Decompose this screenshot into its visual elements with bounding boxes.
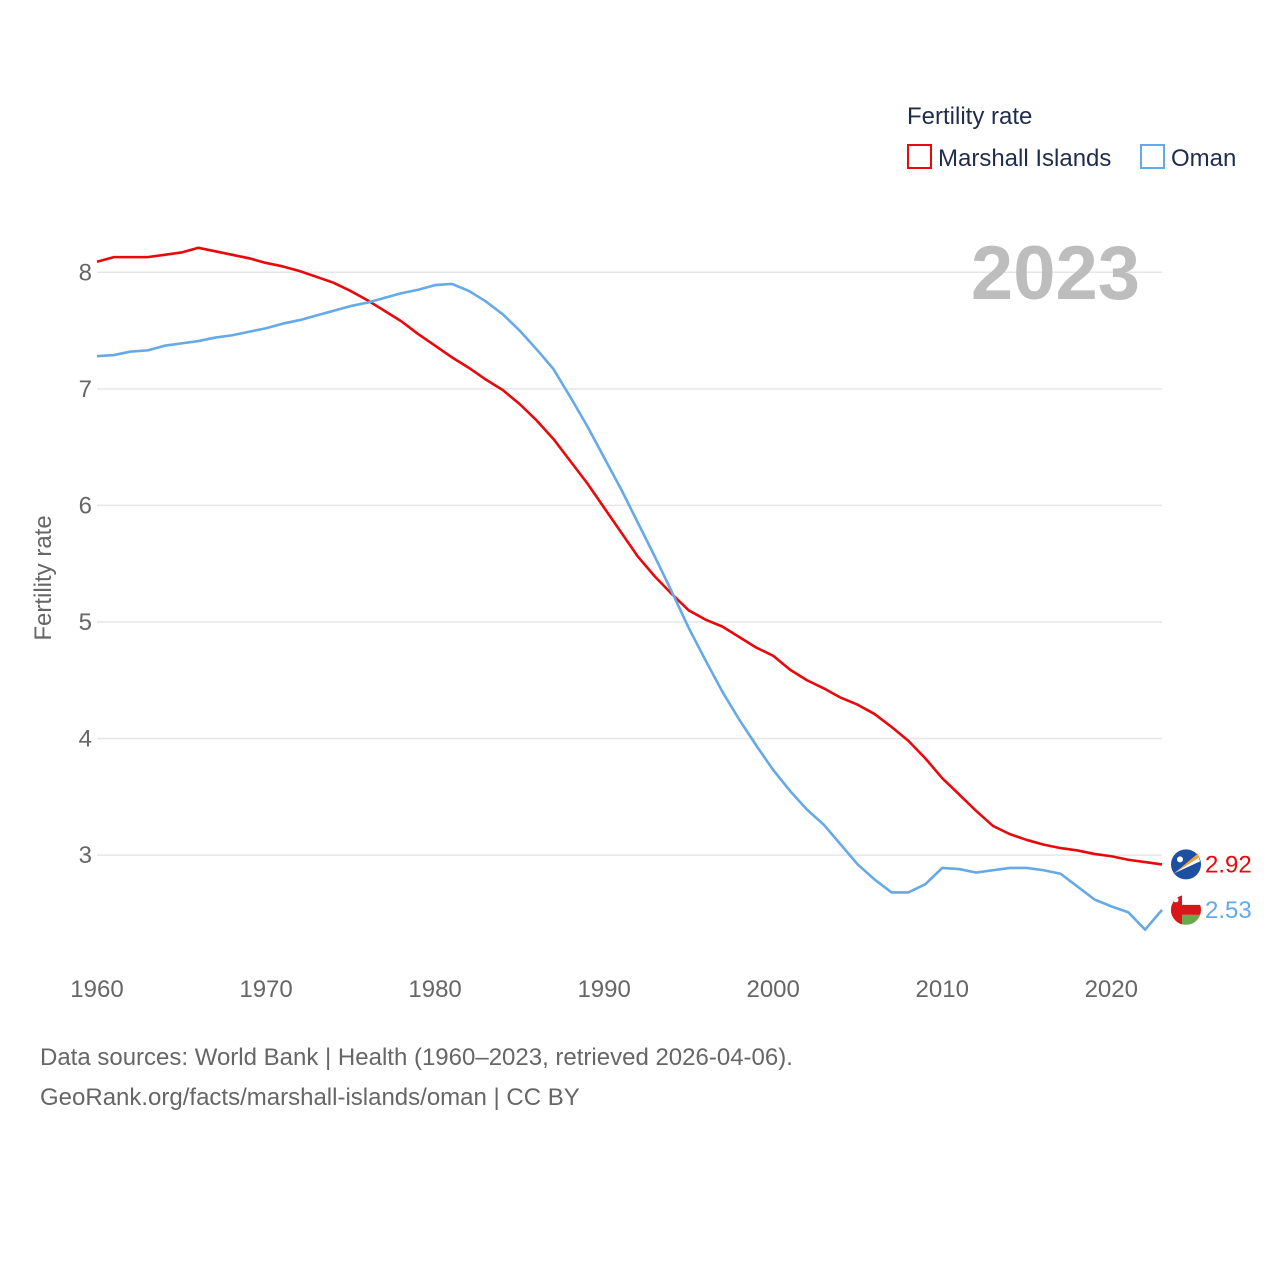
x-axis-ticks: 1960 1970 1980 1990 2000 2010 2020 <box>70 976 1138 1003</box>
y-tick-label: 7 <box>79 376 92 403</box>
end-value-label-oman: 2.53 <box>1205 897 1252 924</box>
legend-swatch-marshall-islands <box>907 144 932 169</box>
x-tick-label: 1960 <box>70 976 123 1003</box>
x-tick-label: 2020 <box>1085 976 1138 1003</box>
x-tick-label: 1990 <box>577 976 630 1003</box>
gridlines <box>97 271 1162 856</box>
legend-item-marshall-islands[interactable]: Marshall Islands <box>907 144 1111 172</box>
source-url: GeoRank.org/facts/marshall-islands/oman … <box>40 1084 580 1111</box>
series-line-oman[interactable] <box>96 282 1163 931</box>
flag-stripe-orange <box>1174 853 1199 874</box>
legend: Fertility rate Marshall Islands Oman <box>907 103 1236 172</box>
x-tick-label: 1970 <box>239 976 292 1003</box>
flag-oman-icon <box>1171 894 1201 925</box>
y-tick-label: 8 <box>79 259 92 286</box>
end-value-label-marshall-islands: 2.92 <box>1205 851 1252 878</box>
y-tick-label: 5 <box>79 609 92 636</box>
series-lines <box>96 246 1163 931</box>
y-tick-label: 4 <box>79 726 92 753</box>
y-axis-ticks: 3 4 5 6 7 8 <box>79 259 92 869</box>
x-tick-label: 2000 <box>746 976 799 1003</box>
flag-stripe-white <box>1174 857 1200 874</box>
legend-title: Fertility rate <box>907 103 1032 130</box>
legend-label-marshall-islands: Marshall Islands <box>938 145 1111 172</box>
legend-item-oman[interactable]: Oman <box>1140 144 1236 172</box>
end-marker-marshall-islands <box>1171 849 1201 880</box>
y-tick-label: 6 <box>79 492 92 519</box>
x-tick-label: 1980 <box>408 976 461 1003</box>
x-tick-label: 2010 <box>916 976 969 1003</box>
y-tick-label: 3 <box>79 842 92 869</box>
flag-star <box>1177 856 1183 863</box>
end-marker-oman <box>1171 894 1201 925</box>
year-watermark: 2023 <box>971 231 1140 316</box>
legend-label-oman: Oman <box>1171 145 1236 172</box>
series-line-marshall-islands[interactable] <box>96 246 1163 866</box>
legend-swatch-oman <box>1140 144 1165 169</box>
source-note: Data sources: World Bank | Health (1960–… <box>40 1044 793 1071</box>
end-markers: 2.92 2.53 <box>1171 849 1252 925</box>
y-axis-title: Fertility rate <box>30 515 57 640</box>
